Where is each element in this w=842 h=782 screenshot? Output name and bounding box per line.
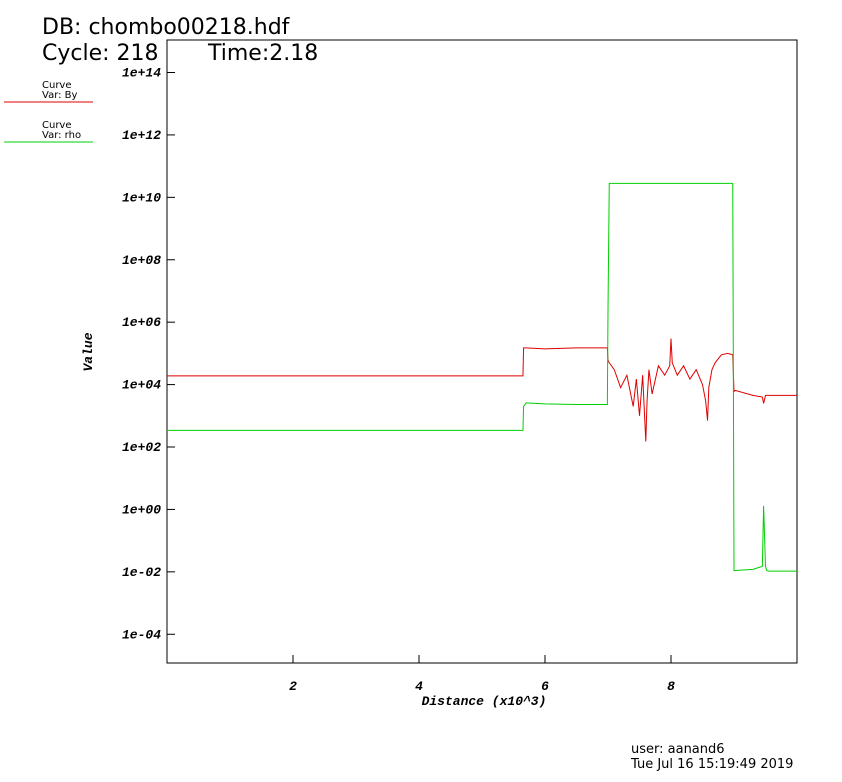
legend-label: Curve xyxy=(42,80,72,91)
x-axis-label: Distance (x10^3) xyxy=(422,694,547,709)
series-line xyxy=(167,182,797,572)
user: user: aanand6 xyxy=(631,742,725,757)
series-line xyxy=(167,338,797,442)
y-tick-label: 1e+14 xyxy=(122,66,161,81)
y-tick-label: 1e+10 xyxy=(122,190,161,205)
date: Tue Jul 16 15:19:49 2019 xyxy=(630,757,793,772)
legend-name: Var: By xyxy=(42,90,78,101)
y-tick-label: 1e-02 xyxy=(122,565,161,580)
chart-title: DB: chombo00218.hdf xyxy=(42,15,291,40)
x-tick-label: 6 xyxy=(541,679,549,694)
plot-frame xyxy=(166,39,798,664)
cycle: Cycle: 218 xyxy=(42,41,159,66)
y-tick-label: 1e+08 xyxy=(122,253,161,268)
legend-name: Var: rho xyxy=(42,130,81,141)
y-tick-label: 1e+12 xyxy=(122,128,161,143)
y-tick-label: 1e-04 xyxy=(122,627,161,642)
legend-label: Curve xyxy=(42,120,72,131)
y-tick-label: 1e+00 xyxy=(122,502,161,517)
y-tick-label: 1e+04 xyxy=(122,378,161,393)
y-tick-label: 1e+02 xyxy=(122,440,161,455)
y-tick-label: 1e+06 xyxy=(122,315,161,330)
y-axis-label: Value xyxy=(81,332,96,371)
time: Time:2.18 xyxy=(207,41,318,66)
x-tick-label: 2 xyxy=(289,679,297,694)
x-tick-label: 8 xyxy=(667,679,675,694)
x-tick-label: 4 xyxy=(415,679,423,694)
